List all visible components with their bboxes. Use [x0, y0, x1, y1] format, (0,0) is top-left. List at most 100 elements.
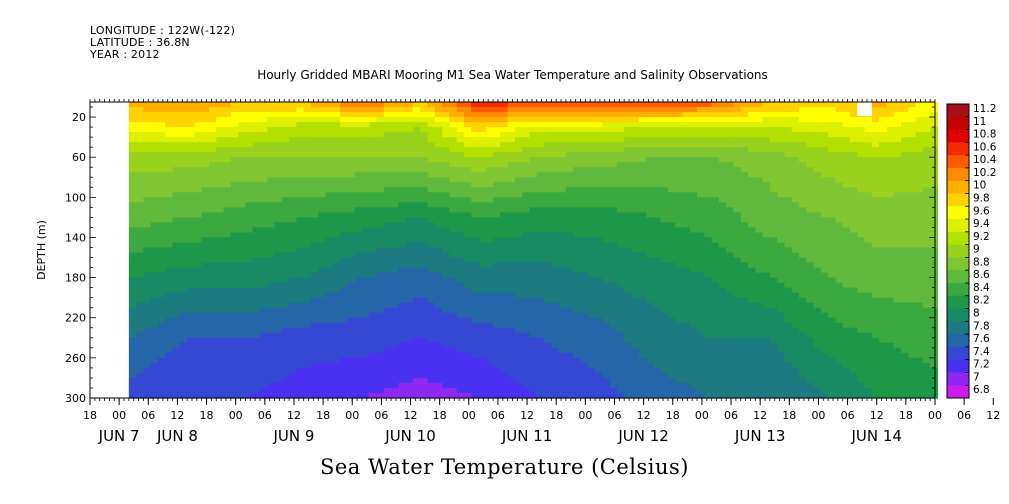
field-cell [208, 147, 217, 153]
field-cell [238, 317, 246, 324]
field-cell [150, 387, 159, 394]
field-cell [267, 317, 276, 324]
field-cell [383, 382, 392, 389]
field-cell [128, 252, 137, 259]
field-cell [507, 312, 516, 319]
field-cell [143, 332, 152, 339]
field-cell [289, 242, 297, 249]
field-cell [332, 232, 341, 239]
field-cell [318, 292, 327, 299]
field-cell [463, 192, 472, 198]
field-cell [565, 377, 574, 384]
field-cell [238, 357, 246, 364]
field-cell [529, 112, 538, 118]
field-cell [456, 297, 465, 304]
field-cell [347, 357, 356, 364]
field-cell [471, 312, 480, 319]
field-cell [252, 207, 261, 213]
field-cell [267, 382, 276, 389]
field-cell [485, 157, 494, 163]
field-cell [354, 227, 363, 234]
field-cell [136, 147, 145, 153]
field-cell [602, 217, 611, 224]
field-cell [733, 347, 742, 354]
field-cell [660, 352, 669, 359]
field-cell [711, 297, 720, 304]
field-cell [252, 287, 261, 294]
field-cell [500, 297, 509, 304]
field-cell [157, 322, 166, 329]
field-cell [201, 197, 210, 203]
field-cell [551, 137, 560, 143]
field-cell [558, 157, 567, 163]
field-cell [281, 267, 290, 274]
field-cell [718, 277, 727, 284]
field-cell [136, 317, 145, 324]
field-cell [463, 297, 472, 304]
field-cell [230, 262, 239, 269]
field-cell [609, 167, 618, 173]
field-cell [427, 217, 436, 224]
field-cell [733, 132, 742, 138]
field-cell [493, 237, 501, 244]
field-cell [238, 292, 246, 299]
field-cell [442, 122, 450, 128]
field-cell [310, 382, 319, 389]
field-cell [281, 187, 290, 193]
field-cell [544, 137, 552, 143]
field-cell [289, 257, 297, 264]
field-cell [602, 222, 611, 229]
field-cell [165, 297, 174, 304]
field-cell [449, 187, 458, 193]
field-cell [216, 227, 225, 234]
field-cell [391, 207, 399, 213]
field-cell [667, 107, 676, 113]
field-cell [653, 267, 662, 274]
field-cell [616, 327, 625, 334]
field-cell [675, 377, 684, 384]
field-cell [442, 187, 450, 193]
field-cell [187, 232, 196, 239]
field-cell [157, 202, 166, 208]
field-cell [442, 167, 450, 173]
field-cell [303, 197, 312, 203]
field-cell [194, 297, 203, 304]
field-cell [740, 202, 749, 208]
field-cell [689, 392, 698, 399]
field-cell [187, 102, 196, 108]
field-cell [289, 147, 297, 153]
field-cell [500, 362, 509, 369]
field-cell [544, 247, 552, 254]
field-cell [733, 372, 742, 379]
field-cell [551, 252, 560, 259]
field-cell [281, 117, 290, 123]
field-cell [172, 137, 181, 143]
field-cell [653, 167, 662, 173]
field-cell [631, 227, 640, 234]
field-cell [208, 252, 217, 259]
field-cell [238, 182, 246, 188]
field-cell [675, 247, 684, 254]
field-cell [398, 122, 407, 128]
field-cell [179, 242, 188, 249]
field-cell [420, 382, 429, 389]
field-cell [310, 242, 319, 249]
field-cell [391, 192, 399, 198]
field-cell [179, 362, 188, 369]
field-cell [274, 357, 283, 364]
field-cell [463, 182, 472, 188]
field-cell [573, 172, 582, 178]
field-cell [383, 322, 392, 329]
field-cell [325, 302, 334, 309]
field-cell [507, 227, 516, 234]
field-cell [128, 117, 137, 123]
field-cell [274, 122, 283, 128]
field-cell [573, 162, 582, 168]
field-cell [551, 257, 560, 264]
field-cell [391, 387, 399, 394]
field-cell [507, 162, 516, 168]
field-cell [580, 317, 589, 324]
field-cell [325, 262, 334, 269]
field-cell [442, 302, 450, 309]
field-cell [289, 372, 297, 379]
